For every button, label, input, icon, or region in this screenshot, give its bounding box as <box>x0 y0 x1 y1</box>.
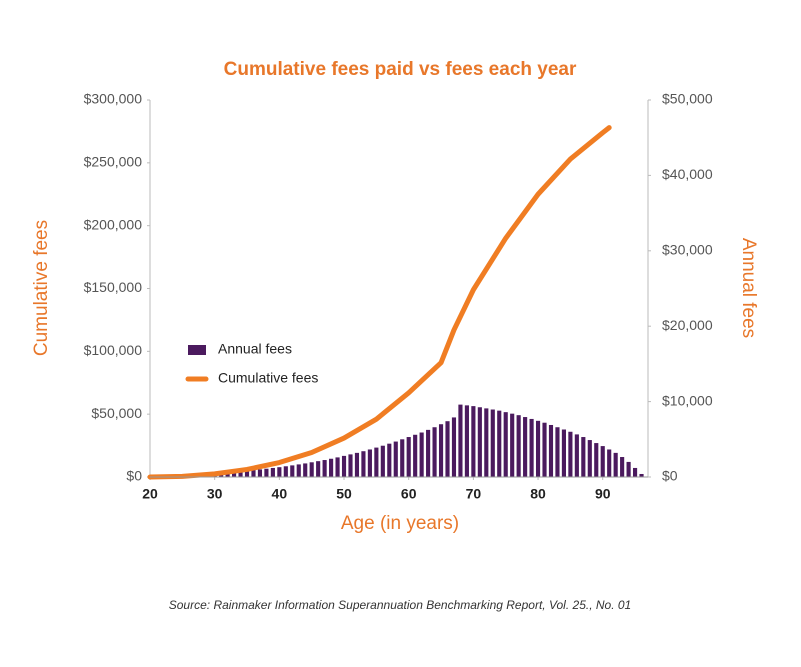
bar <box>284 466 288 477</box>
y2-axis-label: Annual fees <box>738 238 759 338</box>
y-tick-label: $300,000 <box>84 91 143 107</box>
bar <box>607 449 611 477</box>
y-axis-label: Cumulative fees <box>31 220 52 356</box>
bar <box>264 469 268 477</box>
y2-tick-label: $10,000 <box>662 392 713 408</box>
bar <box>368 449 372 477</box>
bar <box>426 430 430 477</box>
y-tick-label: $50,000 <box>91 405 142 421</box>
bar <box>568 432 572 477</box>
y2-tick-label: $40,000 <box>662 166 713 182</box>
bar <box>517 415 521 477</box>
bar <box>394 442 398 477</box>
y-tick-label: $250,000 <box>84 154 143 170</box>
bar <box>413 435 417 477</box>
bar <box>536 421 540 477</box>
bar <box>316 461 320 477</box>
x-axis-label: Age (in years) <box>341 513 459 534</box>
bar <box>420 433 424 477</box>
bar <box>445 421 449 477</box>
bar <box>303 463 307 477</box>
bar <box>478 407 482 477</box>
bar <box>342 456 346 477</box>
bar <box>627 462 631 477</box>
legend-swatch <box>188 345 206 355</box>
bar <box>271 468 275 477</box>
bar <box>484 408 488 477</box>
x-tick-label: 20 <box>142 486 158 502</box>
y-tick-label: $200,000 <box>84 216 143 232</box>
bar <box>310 462 314 477</box>
line <box>150 128 609 477</box>
chart-title: Cumulative fees paid vs fees each year <box>224 59 577 80</box>
bar <box>433 427 437 477</box>
bar <box>594 443 598 477</box>
bar <box>620 457 624 477</box>
bar <box>290 465 294 477</box>
bar <box>277 467 281 477</box>
bar <box>465 405 469 477</box>
bar <box>523 417 527 477</box>
bar <box>504 412 508 477</box>
bar <box>575 434 579 477</box>
y-tick-label: $0 <box>126 468 142 484</box>
bar <box>562 429 566 477</box>
bar <box>491 410 495 477</box>
bar <box>510 414 514 477</box>
y2-tick-label: $0 <box>662 468 678 484</box>
bar <box>387 444 391 477</box>
bar <box>258 469 262 477</box>
bar <box>381 446 385 477</box>
bar <box>542 423 546 477</box>
bar <box>329 459 333 477</box>
x-tick-label: 40 <box>272 486 288 502</box>
source-note: Source: Rainmaker Information Superannua… <box>169 598 631 612</box>
bar <box>374 448 378 477</box>
x-tick-label: 50 <box>336 486 352 502</box>
x-tick-label: 90 <box>595 486 611 502</box>
bar <box>549 425 553 477</box>
legend-label: Annual fees <box>218 341 292 357</box>
bar <box>588 440 592 477</box>
bar <box>452 417 456 477</box>
x-tick-label: 70 <box>466 486 482 502</box>
bar <box>407 437 411 477</box>
bar <box>251 470 255 477</box>
bar <box>530 419 534 477</box>
y2-tick-label: $30,000 <box>662 242 713 258</box>
bar <box>439 424 443 477</box>
bar <box>348 454 352 477</box>
bar <box>458 405 462 477</box>
y2-tick-label: $50,000 <box>662 91 713 107</box>
bar <box>400 439 404 477</box>
bar <box>633 468 637 477</box>
bar <box>297 464 301 477</box>
bar <box>323 460 327 477</box>
y2-tick-label: $20,000 <box>662 317 713 333</box>
bar <box>581 437 585 477</box>
bar <box>614 453 618 477</box>
x-tick-label: 80 <box>530 486 546 502</box>
bar <box>355 453 359 477</box>
bar <box>471 406 475 477</box>
bar <box>497 411 501 477</box>
x-tick-label: 30 <box>207 486 223 502</box>
bar <box>361 451 365 477</box>
legend-label: Cumulative fees <box>218 370 318 386</box>
bar <box>555 427 559 477</box>
x-tick-label: 60 <box>401 486 417 502</box>
bar <box>601 446 605 477</box>
y-tick-label: $150,000 <box>84 279 143 295</box>
y-tick-label: $100,000 <box>84 342 143 358</box>
bar <box>335 457 339 477</box>
